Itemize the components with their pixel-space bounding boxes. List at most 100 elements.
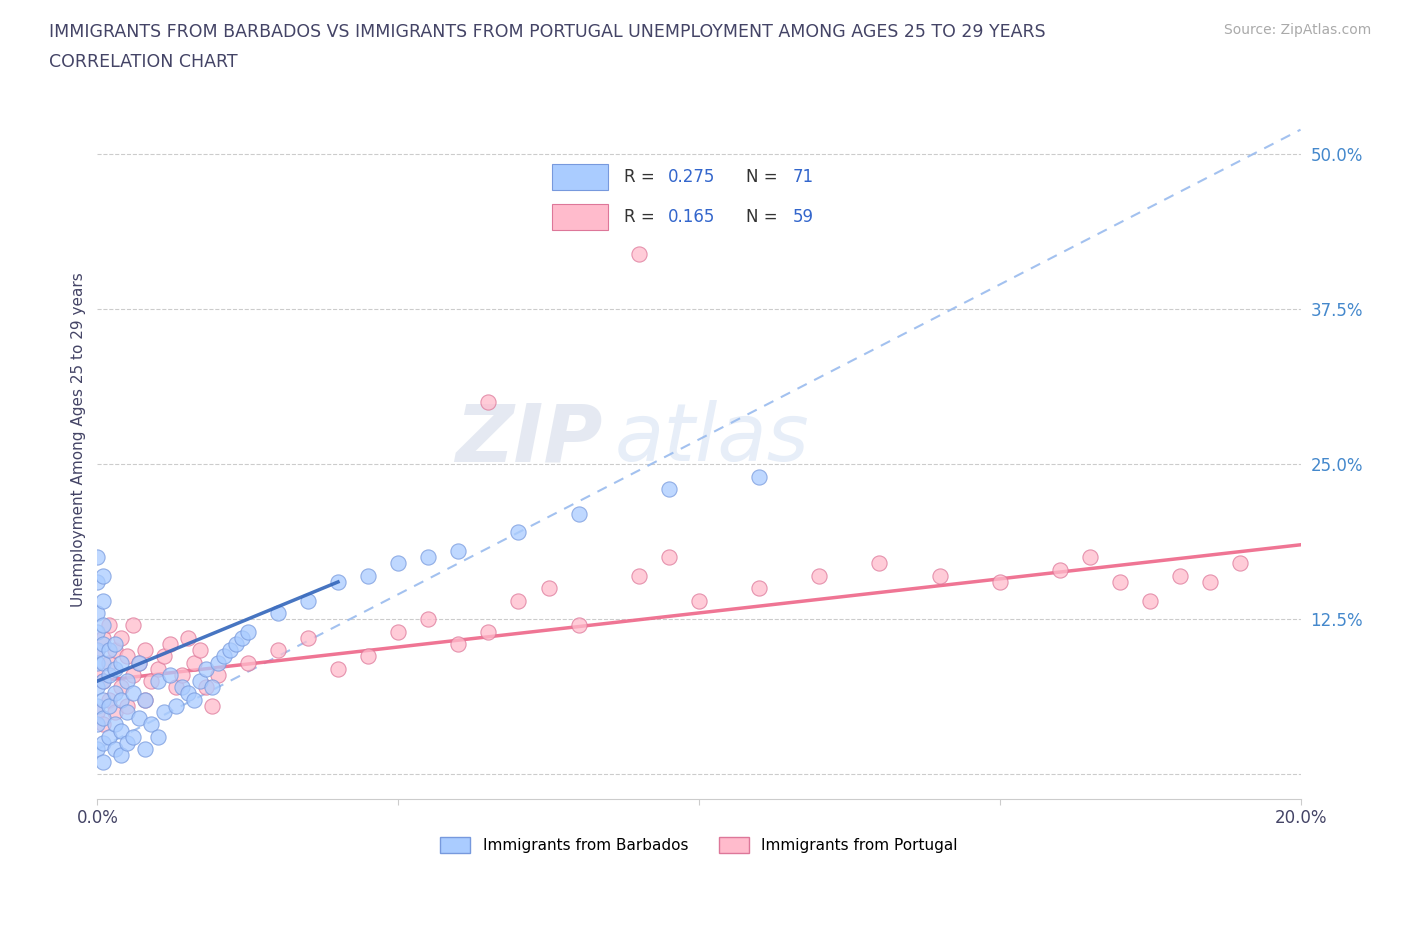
Point (537, 580, 560, 595)
Point (194, 680, 217, 695)
Point (134, 692, 156, 707)
Point (117, 698, 139, 713)
Point (86, 550, 108, 565)
Point (225, 636, 247, 651)
Point (146, 661, 169, 676)
Point (104, 636, 127, 651)
Point (477, 395, 499, 410)
Point (159, 636, 181, 651)
Point (1078, 550, 1101, 565)
Point (188, 643, 211, 658)
Point (104, 705, 127, 720)
Point (86, 742, 108, 757)
Point (86, 680, 108, 695)
Point (418, 612, 440, 627)
Point (194, 661, 217, 676)
Point (418, 550, 440, 565)
Point (188, 673, 211, 688)
Point (122, 618, 145, 632)
Point (122, 729, 145, 744)
Point (86, 668, 108, 683)
Point (165, 680, 187, 695)
Point (267, 605, 290, 620)
Point (176, 686, 198, 701)
Point (93, 618, 115, 632)
Point (988, 575, 1011, 590)
Point (110, 680, 132, 695)
Point (128, 655, 150, 670)
Point (93, 593, 115, 608)
Point (627, 568, 650, 583)
Point (93, 568, 115, 583)
Point (152, 705, 174, 720)
Point (808, 568, 831, 583)
Point (326, 575, 349, 590)
Point (236, 655, 259, 670)
Point (297, 631, 319, 645)
Point (93, 631, 115, 645)
Point (387, 624, 409, 639)
Point (128, 711, 150, 725)
Legend: Immigrants from Barbados, Immigrants from Portugal: Immigrants from Barbados, Immigrants fro… (434, 831, 965, 859)
Point (928, 568, 950, 583)
Point (110, 692, 132, 707)
Point (212, 649, 235, 664)
Point (688, 593, 710, 608)
Point (357, 568, 380, 583)
Point (134, 742, 156, 757)
Point (1139, 593, 1161, 608)
Point (152, 649, 174, 664)
Point (170, 680, 193, 695)
Point (170, 668, 193, 683)
Text: CORRELATION CHART: CORRELATION CHART (49, 53, 238, 71)
Point (477, 624, 499, 639)
Point (86, 717, 108, 732)
Point (183, 655, 205, 670)
Point (207, 668, 229, 683)
Point (326, 661, 349, 676)
Point (141, 673, 163, 688)
Point (297, 593, 319, 608)
Y-axis label: Unemployment Among Ages 25 to 29 years: Unemployment Among Ages 25 to 29 years (72, 272, 86, 607)
Point (176, 631, 198, 645)
Point (146, 673, 169, 688)
Point (93, 711, 115, 725)
Point (146, 729, 169, 744)
Point (508, 593, 530, 608)
Text: IMMIGRANTS FROM BARBADOS VS IMMIGRANTS FROM PORTUGAL UNEMPLOYMENT AMONG AGES 25 : IMMIGRANTS FROM BARBADOS VS IMMIGRANTS F… (49, 23, 1046, 41)
Point (86, 643, 108, 658)
Point (104, 661, 127, 676)
Point (218, 643, 240, 658)
Point (267, 643, 290, 658)
Point (627, 246, 650, 261)
Point (201, 680, 224, 695)
Point (165, 698, 187, 713)
Point (134, 692, 156, 707)
Point (568, 506, 591, 521)
Point (447, 636, 470, 651)
Point (93, 692, 115, 707)
Point (110, 748, 132, 763)
Point (86, 655, 108, 670)
Point (658, 550, 681, 565)
Point (93, 673, 115, 688)
Point (93, 636, 115, 651)
Point (201, 698, 224, 713)
Point (658, 482, 681, 497)
Point (1168, 568, 1191, 583)
Point (117, 673, 139, 688)
Point (183, 692, 205, 707)
Point (122, 686, 145, 701)
Point (86, 575, 108, 590)
Point (98, 698, 121, 713)
Point (86, 643, 108, 658)
Text: atlas: atlas (614, 401, 810, 478)
Point (1199, 575, 1222, 590)
Point (110, 655, 132, 670)
Point (104, 686, 127, 701)
Point (86, 705, 108, 720)
Point (110, 724, 132, 738)
Point (98, 729, 121, 744)
Point (104, 742, 127, 757)
Point (86, 698, 108, 713)
